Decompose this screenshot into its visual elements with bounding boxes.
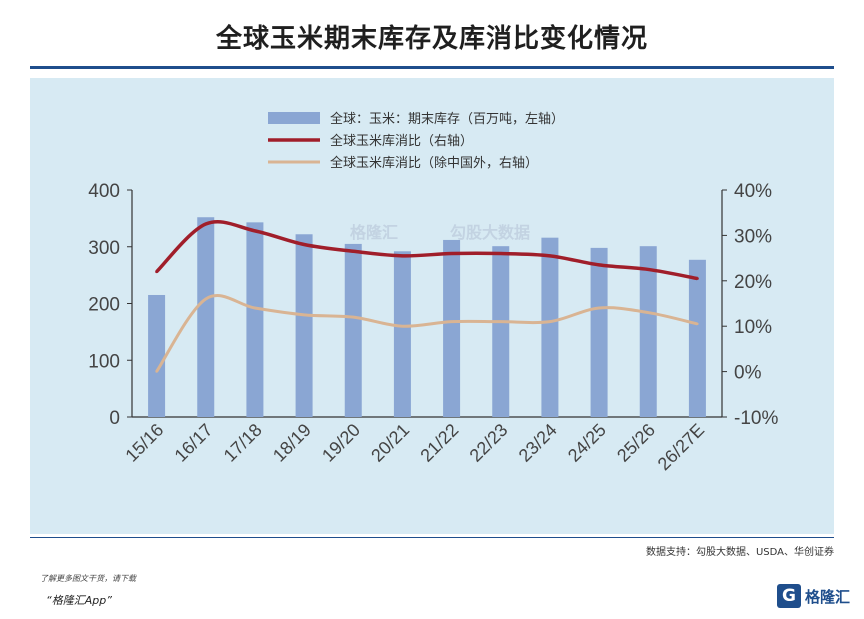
right-tick-label: 30% <box>734 226 772 247</box>
ratio-ex-china-point <box>204 297 207 301</box>
ratio-point <box>302 243 306 246</box>
legend-label-ratio-ex-china: 全球玉米库消比（除中国外，右轴） <box>330 155 538 171</box>
x-tick-label: 23/24 <box>515 420 561 466</box>
watermark-text-2: 勾股大数据 <box>450 223 530 242</box>
stock-bar <box>295 234 313 417</box>
stock-bar <box>393 251 411 417</box>
x-tick-label: 16/17 <box>171 420 217 466</box>
left-tick-label: 400 <box>88 181 120 202</box>
stock-bar <box>344 243 362 417</box>
ratio-point <box>548 254 552 258</box>
left-tick-label: 200 <box>88 295 120 316</box>
ratio-ex-china-point <box>401 325 404 328</box>
ratio-point <box>155 270 158 274</box>
legend-label-stock: 全球：玉米：期末库存（百万吨，左轴） <box>330 111 564 127</box>
ratio-ex-china-point <box>253 306 257 310</box>
footer-download-hint: 了解更多图文干货，请下载 <box>40 574 136 583</box>
right-tick-label: 10% <box>734 317 772 338</box>
stock-bar <box>148 294 166 417</box>
stock-bar <box>443 239 461 417</box>
ratio-ex-china-point <box>155 370 158 373</box>
x-tick-label: 18/19 <box>269 420 315 466</box>
footer-app-name: “格隆汇App” <box>46 594 112 607</box>
right-tick-label: -10% <box>734 408 778 429</box>
x-tick-label: 17/18 <box>220 420 266 466</box>
ratio-point <box>499 252 503 255</box>
ratio-point <box>253 229 257 233</box>
title-divider <box>30 66 834 69</box>
ratio-point <box>401 254 404 258</box>
data-source: 数据支持：勾股大数据、USDA、华创证券 <box>645 547 834 558</box>
ratio-point <box>696 277 699 280</box>
x-tick-label: 24/25 <box>564 420 610 466</box>
watermark-text-1: 格隆汇 <box>350 223 398 242</box>
legend-label-ratio: 全球玉米库消比（右轴） <box>330 133 473 149</box>
right-tick-label: 40% <box>734 181 772 202</box>
ratio-ex-china-point <box>352 315 355 319</box>
ratio-ex-china-point <box>499 320 502 323</box>
right-tick-label: 0% <box>734 363 762 384</box>
ratio-ex-china-point <box>302 313 306 317</box>
x-tick-label: 25/26 <box>613 420 659 466</box>
bottom-divider <box>30 537 834 538</box>
ratio-point <box>450 252 453 255</box>
x-tick-label: 26/27E <box>654 420 708 474</box>
ratio-line <box>155 220 698 281</box>
stock-bar <box>246 222 264 417</box>
stock-bar <box>492 246 510 417</box>
ratio-ex-china-point <box>450 320 453 323</box>
ratio-ex-china-point <box>647 311 650 314</box>
ratio-point <box>646 268 650 271</box>
stock-bar <box>590 247 608 417</box>
ratio-point <box>204 222 208 226</box>
left-tick-label: 100 <box>88 351 120 372</box>
brand-name: 格隆汇 <box>804 587 850 606</box>
ratio-ex-china-point <box>696 322 699 326</box>
brand-logo: G 格隆汇 <box>776 578 850 614</box>
legend-swatch-stock <box>268 112 320 124</box>
ratio-point <box>597 263 601 267</box>
ratio-ex-china-point <box>597 306 601 310</box>
x-tick-label: 20/21 <box>367 420 413 466</box>
stock-bar <box>541 237 559 417</box>
x-tick-label: 22/23 <box>466 420 512 466</box>
x-tick-label: 15/16 <box>121 420 167 466</box>
stock-bar <box>197 217 215 417</box>
right-tick-label: 20% <box>734 272 772 293</box>
ratio-ex-china-line <box>155 294 698 373</box>
x-tick-label: 19/20 <box>318 420 364 466</box>
left-tick-label: 0 <box>109 408 120 429</box>
stock-bar <box>639 246 657 417</box>
chart-title: 全球玉米期末库存及库消比变化情况 <box>215 24 648 54</box>
ratio-ex-china-point <box>548 320 552 323</box>
x-tick-label: 21/22 <box>416 420 462 466</box>
ratio-point <box>351 249 355 253</box>
stock-bar <box>688 259 706 417</box>
left-tick-label: 300 <box>88 238 120 259</box>
brand-mark-icon: G <box>776 584 801 608</box>
